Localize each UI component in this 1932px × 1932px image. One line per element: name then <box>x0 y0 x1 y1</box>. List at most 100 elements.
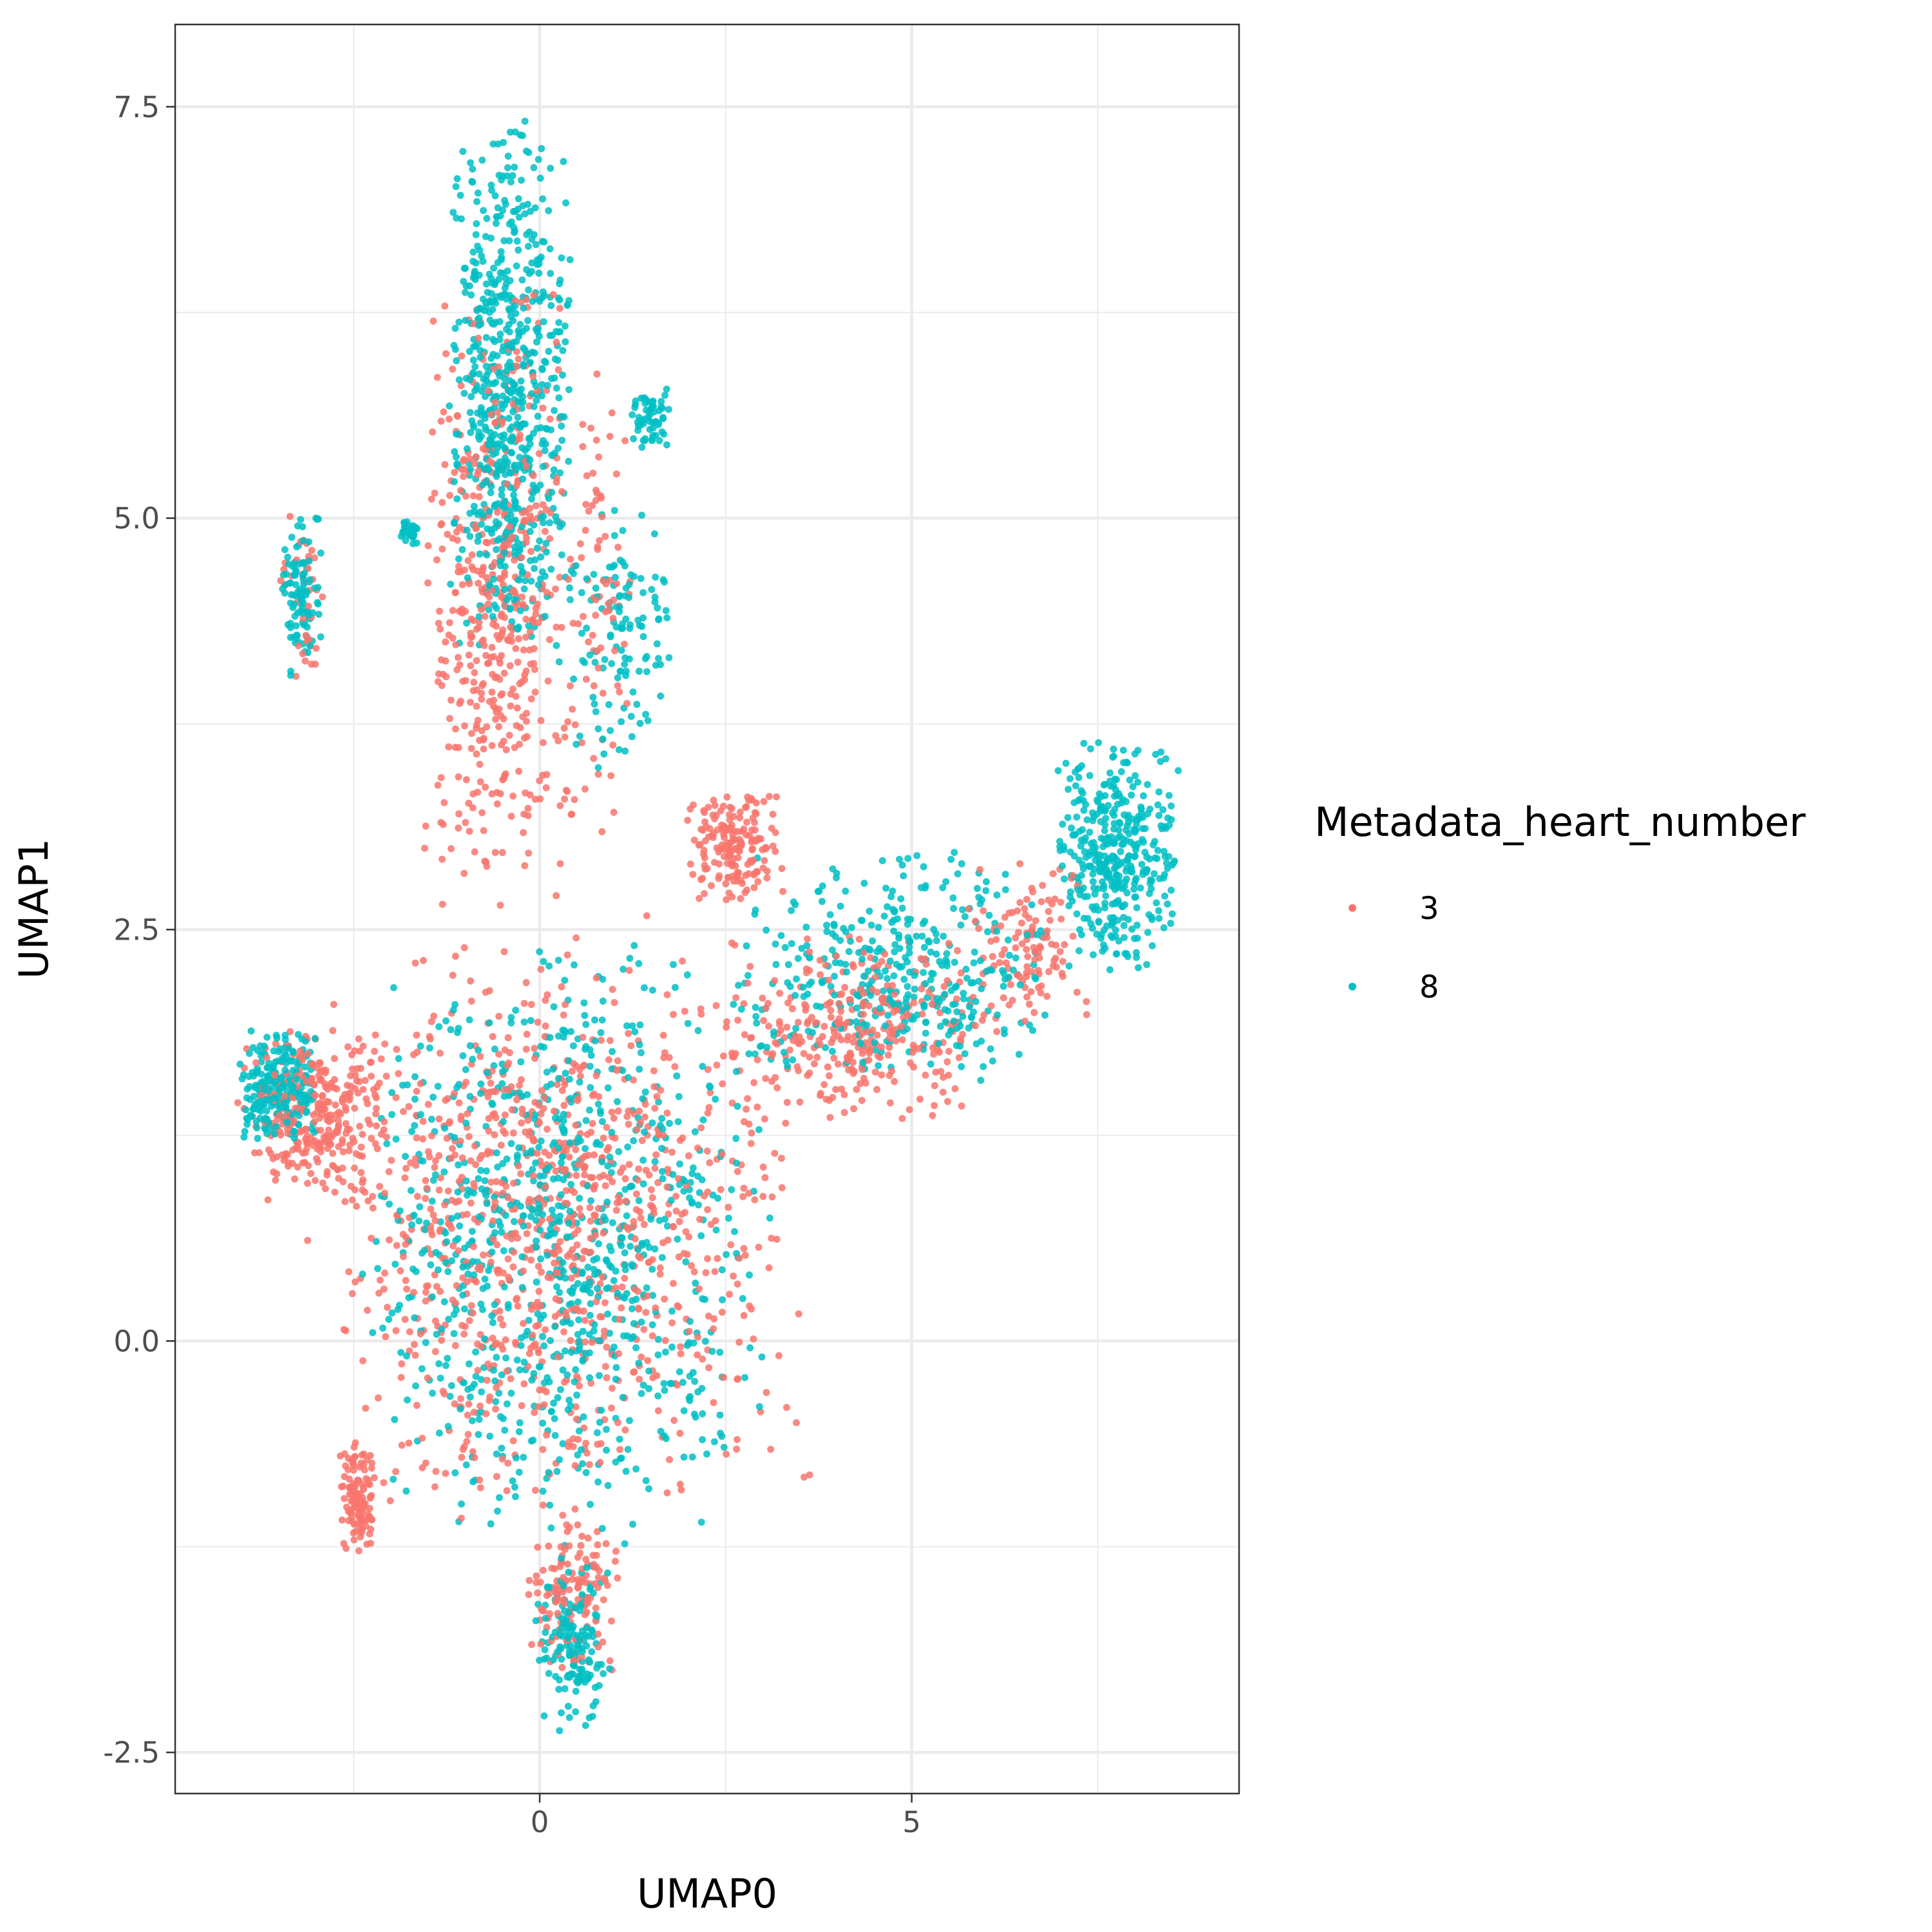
point-series-3 <box>704 1255 712 1262</box>
point-series-8 <box>905 969 913 976</box>
point-series-3 <box>717 1186 724 1193</box>
point-series-8 <box>540 1342 548 1350</box>
point-series-8 <box>941 990 949 998</box>
point-series-3 <box>526 1195 533 1203</box>
point-series-8 <box>464 1186 472 1194</box>
point-series-3 <box>1073 989 1081 996</box>
point-series-8 <box>262 1077 270 1085</box>
point-series-3 <box>355 1078 363 1085</box>
point-series-8 <box>1154 847 1162 854</box>
point-series-3 <box>835 1060 842 1068</box>
point-series-8 <box>410 1211 418 1219</box>
point-series-8 <box>542 540 550 547</box>
point-series-8 <box>603 1198 611 1206</box>
point-series-8 <box>1108 918 1116 925</box>
point-series-3 <box>365 1197 372 1205</box>
point-series-8 <box>494 204 502 212</box>
point-series-3 <box>476 1476 484 1484</box>
point-series-8 <box>1072 768 1079 776</box>
point-series-8 <box>875 1062 882 1070</box>
point-series-8 <box>618 1234 626 1242</box>
point-series-8 <box>551 407 558 414</box>
point-series-8 <box>539 1419 547 1427</box>
point-series-8 <box>594 725 602 733</box>
point-series-8 <box>953 1025 961 1032</box>
point-series-3 <box>593 489 601 497</box>
point-series-3 <box>492 715 500 723</box>
point-series-8 <box>706 1082 714 1090</box>
point-series-3 <box>683 1251 691 1258</box>
point-series-3 <box>380 1479 388 1486</box>
point-series-3 <box>507 813 515 820</box>
point-series-3 <box>413 1088 421 1095</box>
point-series-3 <box>516 741 523 748</box>
point-series-8 <box>534 412 542 420</box>
point-series-3 <box>524 804 532 812</box>
point-series-3 <box>663 1489 671 1497</box>
point-series-3 <box>704 1066 712 1074</box>
point-series-8 <box>643 652 650 660</box>
point-series-3 <box>720 1052 727 1060</box>
point-series-3 <box>855 935 863 943</box>
point-series-8 <box>1010 967 1017 974</box>
point-series-3 <box>649 1203 656 1211</box>
point-series-3 <box>605 1173 613 1181</box>
point-series-8 <box>490 264 497 272</box>
point-series-3 <box>957 969 965 977</box>
point-series-8 <box>629 1022 636 1030</box>
point-series-8 <box>649 402 656 410</box>
point-series-3 <box>1037 989 1045 997</box>
point-series-8 <box>619 527 627 535</box>
point-series-3 <box>594 770 602 778</box>
point-series-3 <box>451 469 459 476</box>
point-series-3 <box>491 1131 498 1139</box>
point-series-3 <box>945 1048 952 1055</box>
point-series-8 <box>661 392 668 399</box>
point-series-8 <box>453 357 460 365</box>
point-series-3 <box>665 1210 672 1218</box>
point-series-8 <box>388 1111 395 1119</box>
point-series-3 <box>458 1454 466 1461</box>
point-series-8 <box>567 1300 575 1307</box>
point-series-8 <box>999 983 1007 990</box>
point-series-3 <box>564 718 572 726</box>
point-series-8 <box>513 1151 521 1159</box>
point-series-3 <box>800 1050 808 1057</box>
point-series-8 <box>511 516 519 524</box>
point-series-3 <box>426 1153 433 1160</box>
point-series-3 <box>294 1163 301 1171</box>
point-series-8 <box>615 1148 623 1155</box>
point-series-3 <box>898 1023 905 1030</box>
point-series-8 <box>556 280 564 288</box>
point-series-8 <box>466 1016 473 1024</box>
point-series-8 <box>662 1435 670 1443</box>
point-series-3 <box>529 1172 537 1180</box>
point-series-8 <box>497 1413 504 1421</box>
point-series-3 <box>783 1023 791 1031</box>
point-series-8 <box>635 960 643 967</box>
point-series-8 <box>272 1077 280 1084</box>
point-series-8 <box>446 402 453 410</box>
point-series-8 <box>476 346 484 354</box>
point-series-3 <box>331 1188 339 1196</box>
point-series-3 <box>704 1188 712 1196</box>
point-series-8 <box>571 1662 578 1670</box>
point-series-3 <box>534 1544 542 1551</box>
point-series-3 <box>295 642 302 650</box>
point-series-8 <box>488 1248 496 1256</box>
point-series-3 <box>736 808 744 816</box>
point-series-3 <box>455 562 462 570</box>
point-series-3 <box>614 544 622 551</box>
point-series-8 <box>649 1265 656 1273</box>
point-series-3 <box>455 773 462 781</box>
point-series-3 <box>484 1148 492 1155</box>
point-series-8 <box>806 981 813 989</box>
point-series-8 <box>575 1316 583 1323</box>
point-series-3 <box>840 1091 848 1099</box>
point-series-8 <box>507 449 515 456</box>
point-series-8 <box>574 1679 582 1687</box>
point-series-8 <box>477 419 484 427</box>
point-series-3 <box>753 1103 761 1111</box>
point-series-8 <box>472 1372 480 1380</box>
point-series-8 <box>279 571 287 579</box>
